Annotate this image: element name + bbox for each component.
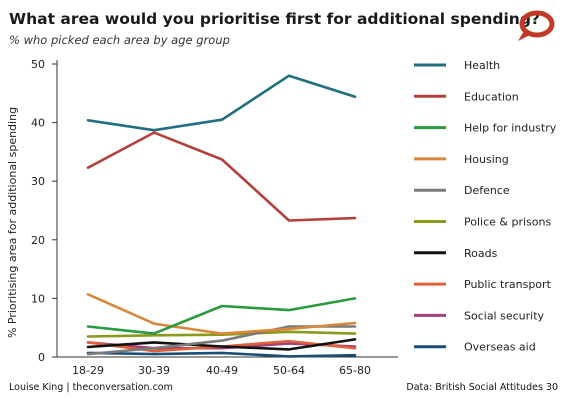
- legend-label-education: Education: [464, 90, 519, 103]
- series-line-overseas-aid: [86, 351, 357, 358]
- series-line-housing: [86, 292, 357, 335]
- series-line-education: [86, 131, 357, 222]
- y-tick-label: 0: [38, 351, 45, 364]
- legend-label-police-prisons: Police & prisons: [464, 216, 551, 229]
- footer-source: Data: British Social Attitudes 30: [406, 382, 558, 393]
- y-tick-label: 20: [31, 234, 45, 247]
- legend-label-housing: Housing: [464, 153, 509, 166]
- legend-label-public-transport: Public transport: [464, 278, 552, 291]
- legend-label-health: Health: [464, 59, 500, 72]
- y-tick-label: 30: [31, 175, 45, 188]
- x-tick-label: 30-39: [138, 364, 170, 377]
- y-tick-label: 10: [31, 292, 45, 305]
- chart-axes: 0 10 20 30 40 50 18-29 30-39 40-49 50-64 65-80 % Pr…: [6, 58, 398, 377]
- series-line-health: [86, 74, 357, 132]
- chart-title: What area would you prioritise first for…: [9, 10, 540, 28]
- legend-label-social-security: Social security: [464, 309, 545, 322]
- legend-label-roads: Roads: [464, 247, 498, 260]
- x-tick-label: 18-29: [72, 364, 104, 377]
- chart-subtitle: % who picked each area by age group: [9, 33, 230, 47]
- footer-credit: Louise King | theconversation.com: [9, 382, 173, 393]
- legend-label-defence: Defence: [464, 184, 510, 197]
- y-tick-label: 40: [31, 117, 45, 130]
- x-tick-label: 40-49: [206, 364, 238, 377]
- y-tick-label: 50: [31, 58, 45, 71]
- chart-legend: Health Education Help for industry Housing D…: [414, 59, 557, 354]
- speech-bubble-icon: [518, 10, 555, 41]
- y-axis-label: % Prioritising area for additional spend…: [6, 107, 19, 338]
- chart-lines: [86, 74, 357, 358]
- x-tick-label: 50-64: [273, 364, 305, 377]
- series-line-roads: [86, 338, 357, 351]
- series-line-help-for-industry: [86, 297, 357, 335]
- legend-label-overseas-aid: Overseas aid: [464, 341, 536, 354]
- x-tick-label: 65-80: [339, 364, 371, 377]
- legend-label-help-for-industry: Help for industry: [464, 122, 557, 135]
